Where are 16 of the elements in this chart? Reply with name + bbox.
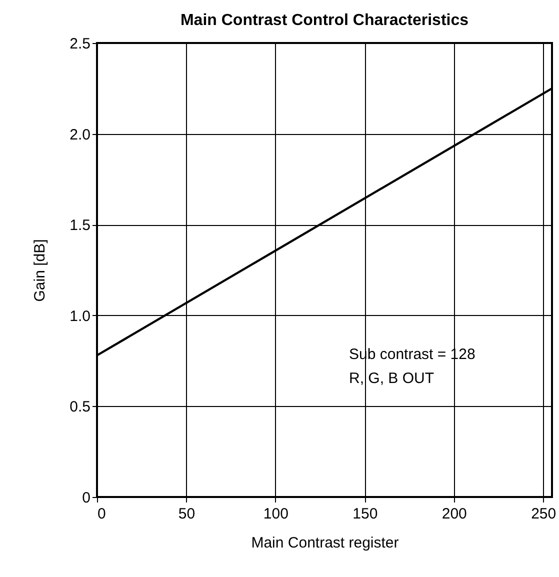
y-axis-title: Gain [dB] <box>32 239 49 302</box>
x-axis-title: Main Contrast register <box>251 534 399 552</box>
y-tick-label: 0.5 <box>70 398 90 416</box>
x-tick-label: 0 <box>98 506 106 522</box>
annotation: R, G, B OUT <box>349 370 434 387</box>
x-tick-label: 50 <box>178 506 196 522</box>
chart-title: Main Contrast Control Characteristics <box>180 12 469 29</box>
x-tick-label: 100 <box>263 506 288 522</box>
y-tick-label: 0 <box>82 490 90 506</box>
x-tick-label: 250 <box>531 506 556 522</box>
y-tick-label: 2.5 <box>70 36 90 52</box>
y-tick-label: 1.0 <box>70 308 90 325</box>
x-tick-label: 200 <box>442 506 467 522</box>
y-tick-label: 1.5 <box>70 217 90 234</box>
x-tick-label: 150 <box>352 506 378 522</box>
y-tick-label: 2.0 <box>70 126 90 144</box>
